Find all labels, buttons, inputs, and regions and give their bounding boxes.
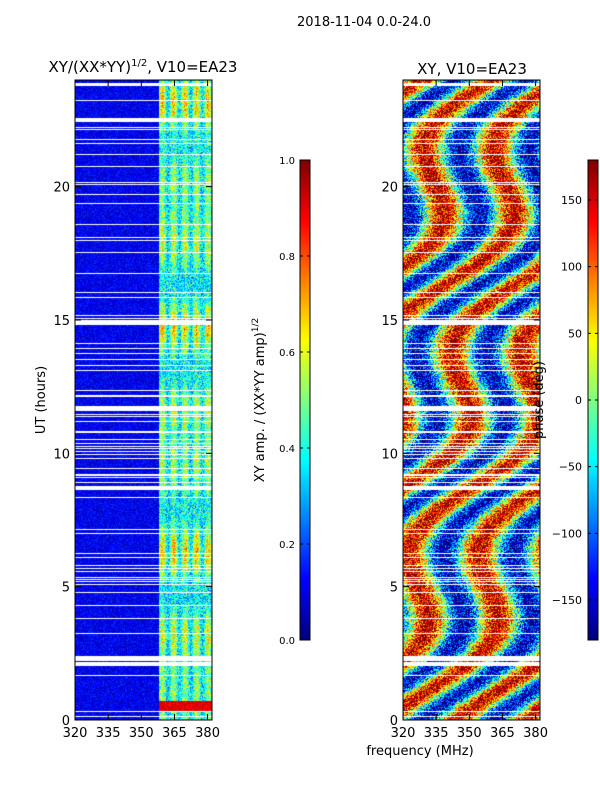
y-tick-label: 0 [62,714,70,729]
colorbar-tick-label: 0.0 [279,636,295,647]
colorbar-tick-label: −100 [552,527,582,540]
left-panel-title: XY/(XX*YY)1/2, V10=EA23 [49,58,238,76]
x-tick-label: 365 [490,726,515,741]
left-colorbar-label: XY amp. / (XX*YY amp)1/2 [251,318,268,482]
colorbar-gradient [300,160,310,640]
xlabel: frequency (MHz) [366,744,473,759]
left-ylabel: UT (hours) [34,366,49,434]
x-tick-label: 350 [129,726,154,741]
right-colorbar-ticks: −150 −100 −50 0 50 100 150 [552,194,598,607]
x-tick-label: 320 [63,726,88,741]
colorbar-tick-label: −50 [559,461,582,474]
x-tick-label: 365 [162,726,187,741]
x-tick-label: 380 [523,726,548,741]
y-tick-label: 5 [62,581,70,596]
y-tick-label: 0 [390,714,398,729]
colorbar-tick-label: 0 [575,394,582,407]
left-colorbar-frame [299,159,311,641]
colorbar-gradient [588,160,598,640]
left-axis-ticks: 320 335 350 365 380 0 5 10 15 20 [53,80,220,741]
right-axes-frame [402,79,541,721]
colorbar-tick-label: 100 [561,261,582,274]
right-axis-ticks: 320 335 350 365 380 0 5 10 15 20 [381,80,548,741]
colorbar-tick-label: 50 [568,327,582,340]
right-heatmap [403,80,540,720]
x-tick-label: 335 [96,726,121,741]
x-tick-label: 320 [391,726,416,741]
x-tick-label: 380 [195,726,220,741]
left-heatmap [75,80,212,720]
colorbar-tick-label: 1.0 [279,156,295,167]
colorbar-tick-label: 0.2 [279,540,295,551]
y-tick-label: 15 [53,314,70,329]
colorbar-tick-label: −150 [552,594,582,607]
colorbar-tick-label: 150 [561,194,582,207]
right-colorbar [588,160,598,640]
x-tick-label: 350 [457,726,482,741]
left-heatmap-image [75,80,212,720]
y-tick-label: 15 [381,314,398,329]
right-panel-title: XY, V10=EA23 [417,60,527,78]
y-tick-label: 5 [390,581,398,596]
left-axes-frame [74,79,213,721]
right-heatmap-image [403,80,540,720]
colorbar-tick-label: 0.8 [279,252,295,263]
x-tick-label: 335 [424,726,449,741]
colorbar-tick-label: 0.4 [279,444,295,455]
colorbar-tick-label: 0.6 [279,348,295,359]
y-tick-label: 20 [53,181,70,196]
right-colorbar-label: phase (deg) [532,361,547,439]
y-tick-label: 20 [381,181,398,196]
y-tick-label: 10 [53,447,70,462]
figure-suptitle: 2018-11-04 0.0-24.0 [297,15,431,30]
y-tick-label: 10 [381,447,398,462]
left-colorbar-ticks: 0.0 0.2 0.4 0.6 0.8 1.0 [279,156,310,647]
left-colorbar [300,160,310,640]
